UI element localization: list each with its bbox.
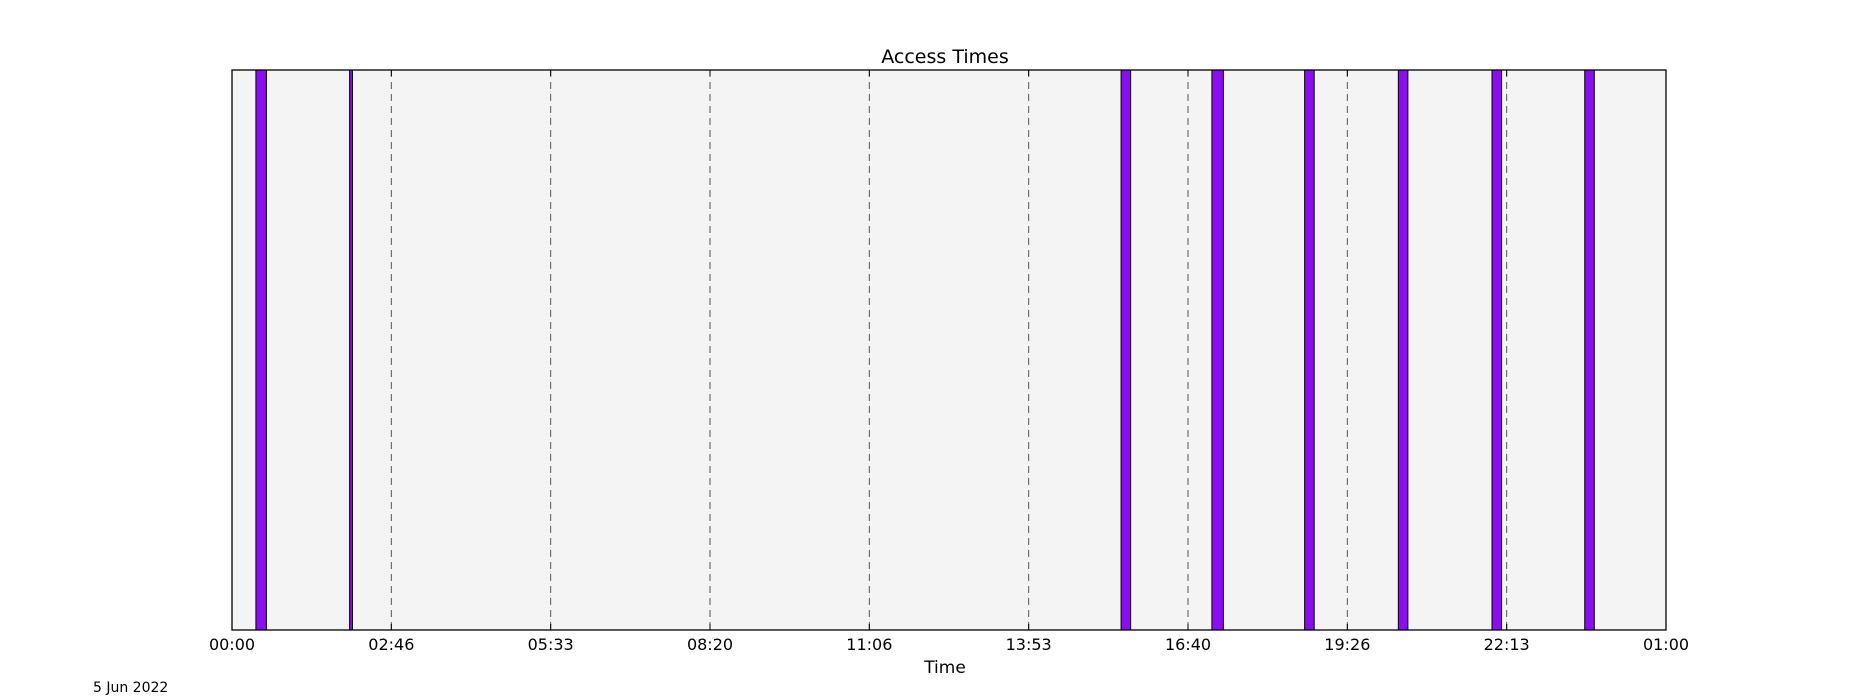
access-bar xyxy=(1491,69,1503,631)
x-axis-ticks: 00:00 02:46 05:33 08:20 11:06 13:53 16:40 19:26… xyxy=(209,70,1689,654)
x-tick-label: 00:00 xyxy=(209,635,255,654)
x-tick-label: 19:26 xyxy=(1324,635,1370,654)
x-tick-label: 02:46 xyxy=(368,635,414,654)
access-bar xyxy=(1211,69,1224,631)
x-tick-label: 22:13 xyxy=(1484,635,1530,654)
grid-lines xyxy=(390,70,1508,630)
chart-title: Access Times xyxy=(881,46,1008,68)
x-tick-label: 08:20 xyxy=(687,635,733,654)
x-tick-label: 01:00 xyxy=(1643,635,1689,654)
plot-area xyxy=(232,70,1666,630)
x-tick-label: 13:53 xyxy=(1006,635,1052,654)
date-label: 5 Jun 2022 xyxy=(93,680,169,696)
x-tick-label: 11:06 xyxy=(846,635,892,654)
access-bar xyxy=(255,69,267,631)
access-bar xyxy=(349,69,353,631)
access-bar xyxy=(1304,69,1315,631)
access-bar xyxy=(1120,69,1132,631)
access-bar xyxy=(1397,69,1409,631)
x-tick-label: 16:40 xyxy=(1165,635,1211,654)
plot-frame xyxy=(231,69,1667,631)
access-bar xyxy=(1584,69,1595,631)
x-tick-label: 05:33 xyxy=(528,635,574,654)
x-axis-label: Time xyxy=(923,658,966,678)
